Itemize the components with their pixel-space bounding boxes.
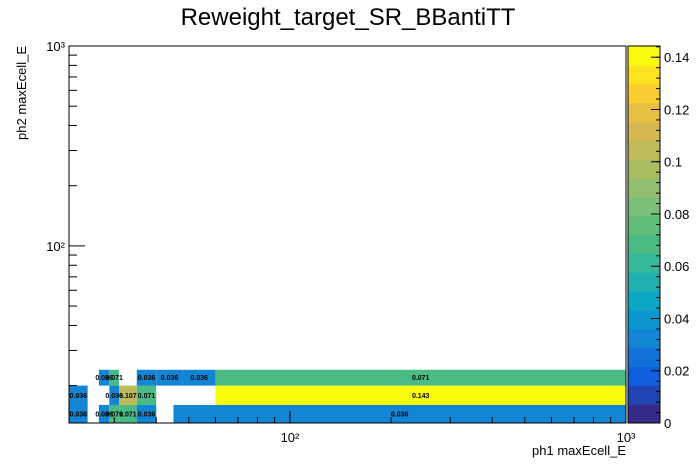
plot-frame [68, 45, 627, 424]
color-palette [628, 46, 660, 424]
palette-tick-label: 0.04 [664, 311, 689, 326]
palette-tick-label: 0.06 [664, 259, 689, 274]
heatmap-cells [69, 369, 626, 423]
heatmap-cell [69, 385, 88, 405]
palette-band [628, 347, 660, 367]
axes: 10² 10³ 10² 10³ [46, 39, 636, 445]
x-tick-label: 10² [281, 430, 300, 445]
cell-value-label: 0.036 [95, 411, 113, 418]
palette-band [628, 234, 660, 254]
palette-tick-label: 0.1 [664, 155, 682, 170]
heatmap-cell [136, 385, 157, 405]
cell-value-label: 0.071 [119, 411, 137, 418]
cell-value-label: 0.071 [105, 411, 123, 418]
palette-band [628, 64, 660, 85]
palette-band [628, 328, 660, 349]
y-axis-label: ph2 maxEcell_E [14, 46, 29, 140]
palette-band [628, 177, 660, 198]
heatmap-cell [109, 385, 120, 405]
palette-axis: 0 0.02 0.04 0.06 0.08 0.1 0.12 0.14 [651, 46, 689, 431]
cell-value-label: 0.036 [105, 393, 123, 400]
cell-value-label: 0.036 [138, 411, 156, 418]
palette-tick-label: 0.12 [664, 102, 689, 117]
heatmap-cell [136, 369, 157, 386]
heatmap-cell [215, 369, 626, 386]
cell-value-label: 0.036 [70, 411, 88, 418]
x-tick-label: 10³ [617, 430, 636, 445]
heatmap-cell [182, 369, 216, 386]
y-tick-label: 10³ [46, 39, 65, 54]
cell-value-label: 0.071 [138, 393, 156, 400]
palette-band [628, 46, 660, 66]
x-axis-label: ph1 maxEcell_E [532, 443, 626, 458]
palette-band [628, 272, 660, 292]
palette-tick-label: 0.14 [664, 50, 689, 65]
palette-band [628, 309, 660, 330]
chart-title: Reweight_target_SR_BBantiTT [180, 4, 516, 31]
cell-value-label: 0.036 [391, 411, 409, 418]
palette-band [628, 253, 660, 273]
heatmap-cell [156, 369, 183, 386]
cell-value-label: 0.036 [95, 375, 113, 382]
heatmap-cell [98, 369, 110, 386]
palette-band [628, 196, 660, 217]
palette-tick-label: 0.08 [664, 207, 689, 222]
palette-band [628, 159, 660, 179]
palette-band [628, 102, 660, 122]
palette-band [628, 404, 660, 424]
cell-value-label: 0.036 [138, 375, 156, 382]
heatmap-cell [98, 404, 110, 423]
heatmap-cell [215, 385, 626, 405]
heatmap-cell [119, 385, 137, 405]
heatmap-cell [109, 404, 120, 423]
heatmap-cell [69, 404, 88, 423]
heatmap-cell [119, 404, 137, 423]
palette-band [628, 140, 660, 160]
cell-value-label: 0.036 [70, 393, 88, 400]
palette-tick-label: 0 [664, 416, 671, 431]
cell-value-label: 0.107 [119, 393, 137, 400]
heatmap-cell [173, 404, 626, 423]
cell-value-label: 0.143 [412, 393, 430, 400]
cell-value-label: 0.071 [105, 375, 123, 382]
heatmap-cell [109, 369, 120, 386]
cell-value-label: 0.036 [190, 375, 208, 382]
cell-value-label: 0.071 [412, 375, 430, 382]
cell-value-label: 0.036 [161, 375, 179, 382]
palette-band [628, 291, 660, 311]
palette-band [628, 121, 660, 141]
palette-tick-label: 0.02 [664, 364, 689, 379]
y-tick-label: 10² [46, 239, 65, 254]
palette-band [628, 385, 660, 405]
palette-band [628, 215, 660, 235]
palette-band [628, 83, 660, 104]
heatmap-cell [136, 404, 157, 423]
palette-band [628, 366, 660, 386]
